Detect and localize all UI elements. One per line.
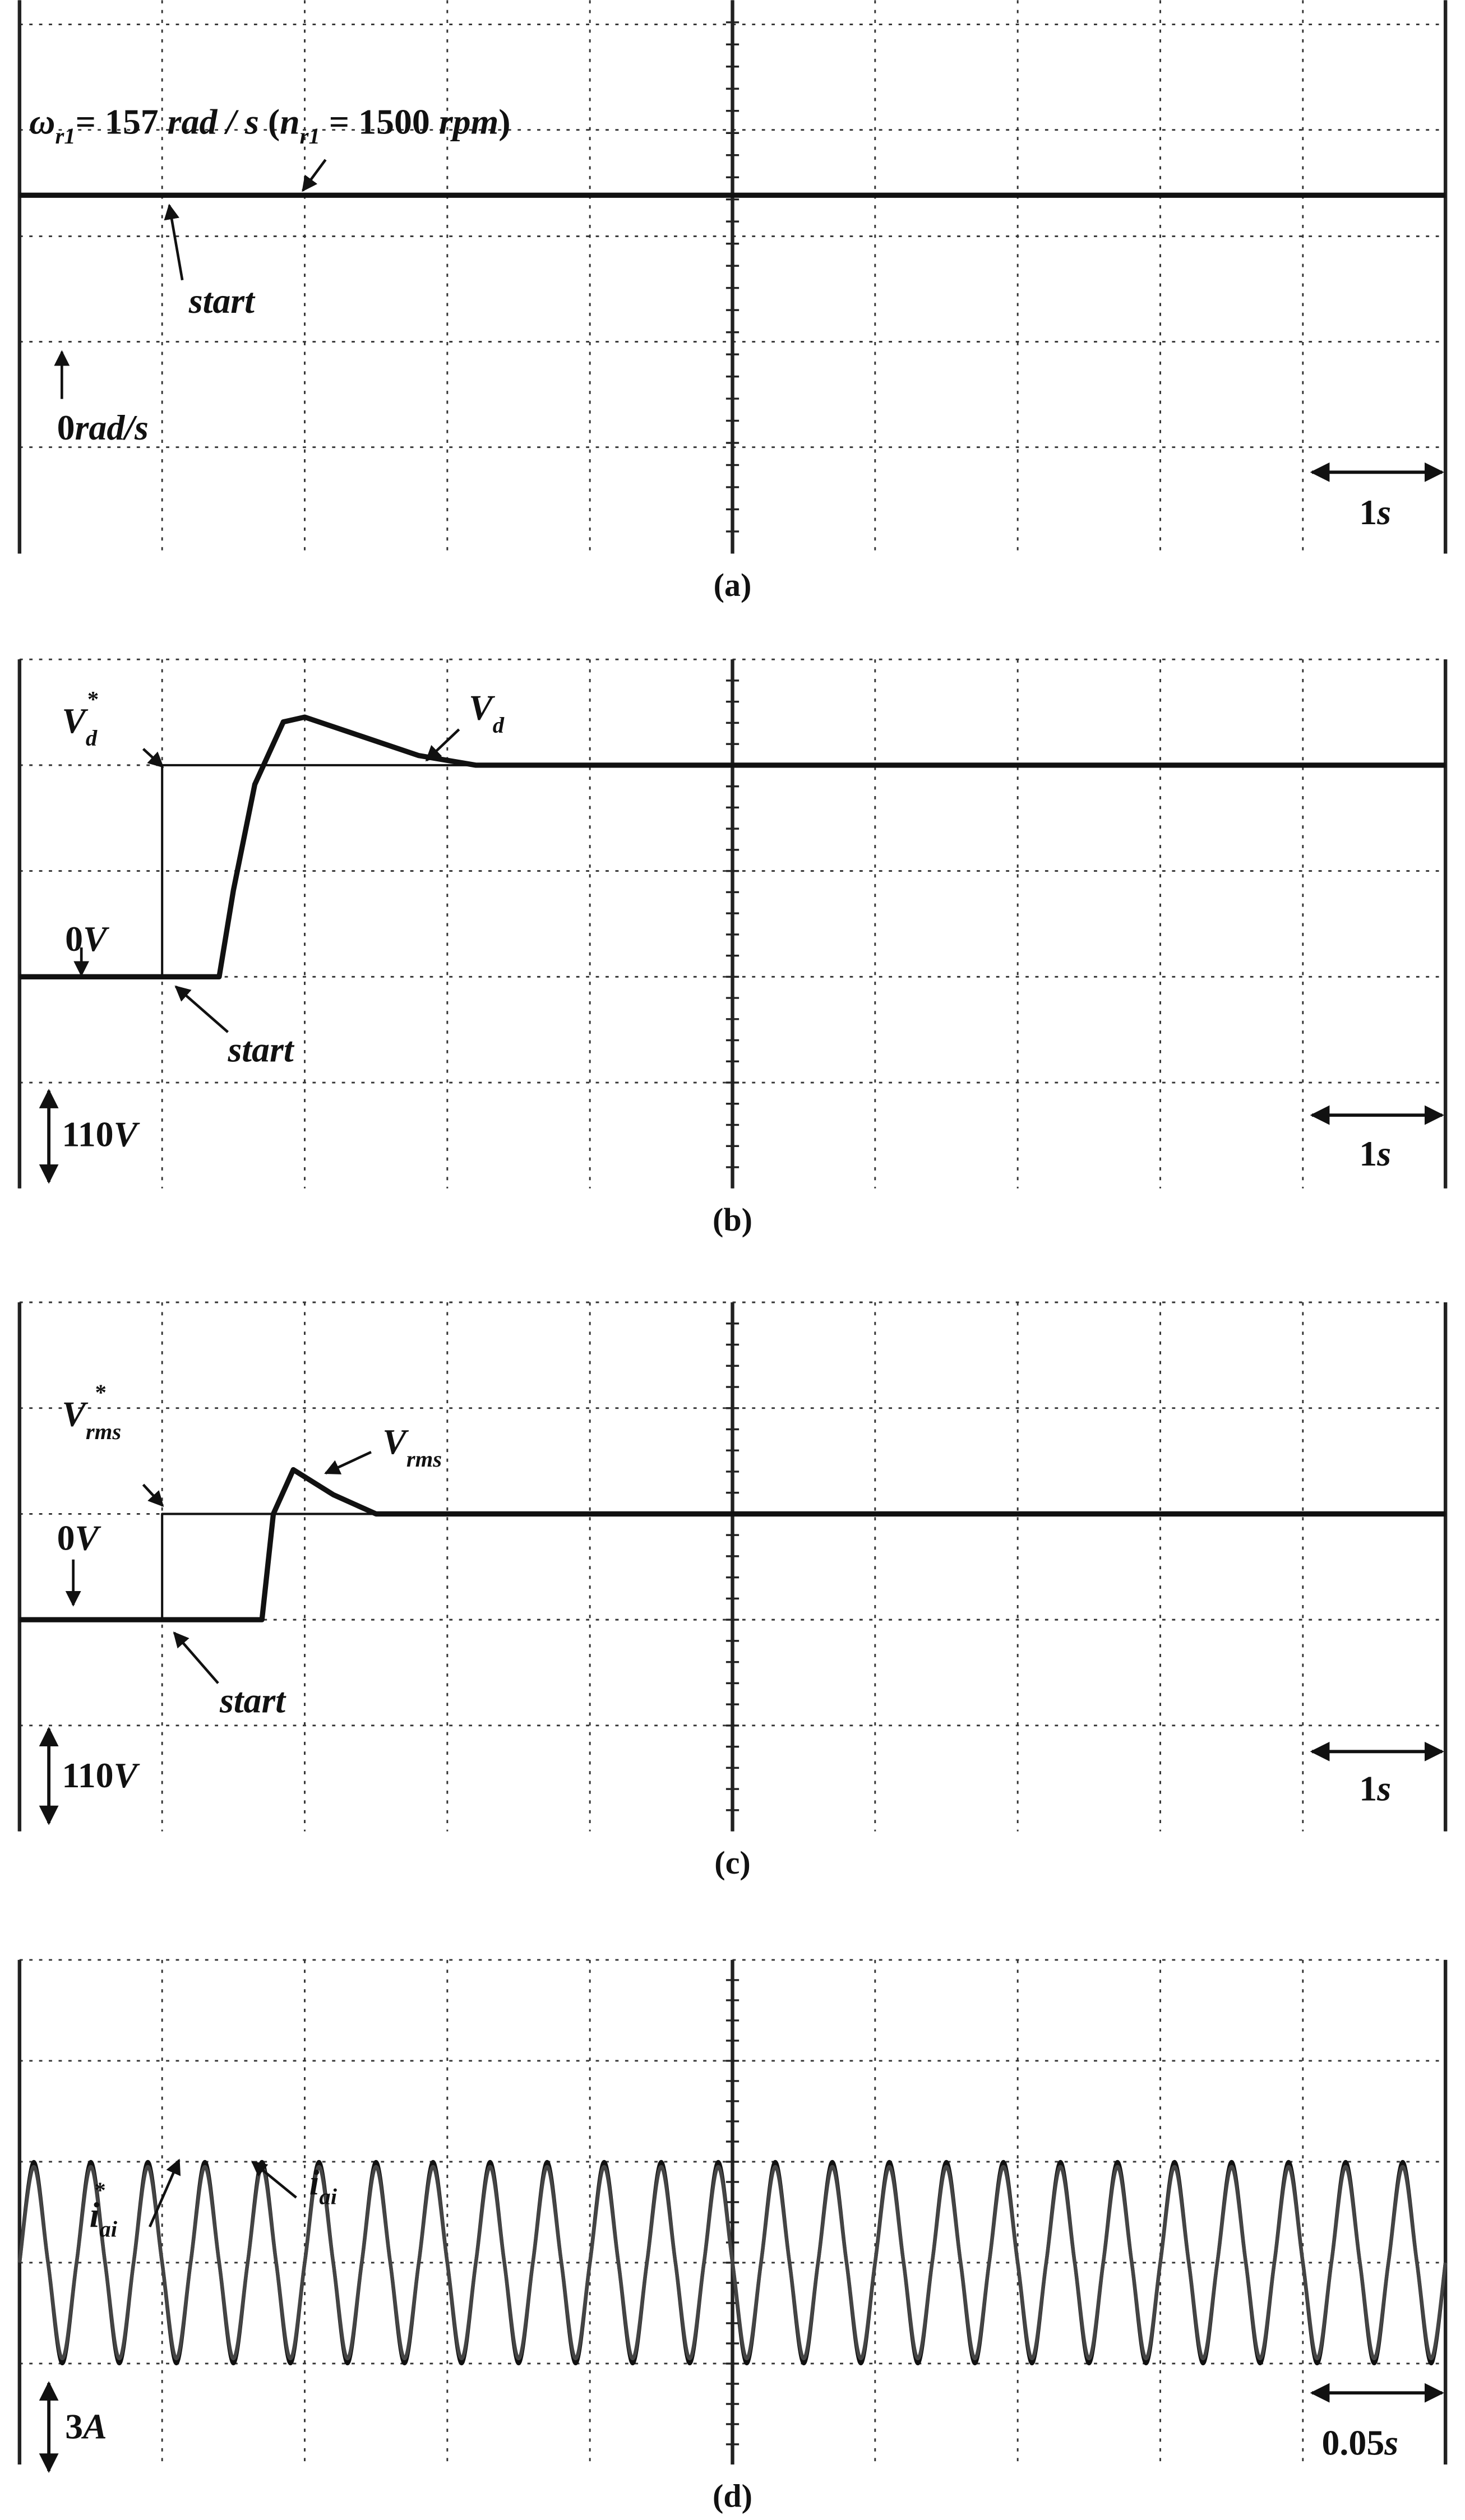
- text-part: rms: [86, 1419, 121, 1444]
- text-part: 3: [65, 2407, 83, 2447]
- text-part: V: [114, 1114, 140, 1154]
- start-label: start: [219, 1681, 286, 1721]
- text-part: rpm: [439, 101, 498, 141]
- text-part: V: [62, 1394, 88, 1434]
- ref-label: Vrms *: [62, 1380, 121, 1444]
- text-part: 0: [57, 1518, 75, 1557]
- text-part: 110: [62, 1114, 113, 1154]
- zero-label: 0V: [57, 1518, 101, 1557]
- start-label: start: [188, 281, 256, 321]
- start-label: start: [227, 1029, 294, 1069]
- text-part: 0: [65, 919, 83, 959]
- text-part: 1: [1359, 1768, 1377, 1808]
- ref-label: iai *: [90, 2177, 118, 2242]
- text-part: s: [1376, 492, 1391, 532]
- text-part: A: [81, 2407, 107, 2447]
- pointer: [324, 1450, 372, 1474]
- caption: (a): [714, 567, 752, 603]
- panel: (b): [17, 658, 1448, 1238]
- plots: (a)(b)(c)(d): [17, 0, 1448, 2514]
- text-part: 0.05: [1322, 2423, 1385, 2463]
- text-part: s: [1384, 2423, 1398, 2463]
- time-scale: 0.05s: [1322, 2423, 1399, 2463]
- text-part: rad/s: [75, 408, 149, 447]
- pointer: [174, 985, 229, 1033]
- text-part: 1: [1359, 492, 1377, 532]
- text-part: V: [62, 701, 88, 741]
- text-part: 1: [1359, 1134, 1377, 1173]
- zero-label: 0V: [65, 919, 109, 959]
- text-part: d: [493, 713, 505, 738]
- text-part: ai: [99, 2216, 117, 2241]
- time-scale: 1s: [1359, 1768, 1391, 1808]
- text-part: = 1500: [320, 101, 439, 141]
- pointer: [173, 1631, 219, 1684]
- caption: (d): [713, 2477, 752, 2514]
- panel: (d): [17, 1959, 1448, 2514]
- trace: [17, 2165, 1448, 2361]
- actual-label: Vrms: [382, 1422, 442, 1472]
- caption: (c): [714, 1844, 750, 1881]
- panel: (c): [17, 1301, 1448, 1881]
- text-part: *: [87, 686, 99, 711]
- actual-label: Vd: [469, 688, 505, 738]
- pointer: [142, 1483, 164, 1507]
- speed-label: ωr1= 157 rad / s (nr1 = 1500 rpm): [29, 101, 510, 148]
- text-part: i: [309, 2162, 320, 2202]
- text-part: rad / s: [168, 101, 268, 141]
- panel: (a): [17, 0, 1448, 603]
- time-scale: 1s: [1359, 1134, 1391, 1173]
- text-part: n: [280, 101, 300, 141]
- text-part: r1: [55, 123, 75, 149]
- volt-scale: 110V: [62, 1755, 140, 1795]
- text-part: 110: [62, 1755, 113, 1795]
- text-part: V: [83, 919, 109, 959]
- caption: (b): [713, 1201, 752, 1238]
- text-part: (: [268, 101, 280, 141]
- pointer: [148, 2158, 181, 2228]
- pointer: [302, 159, 327, 192]
- text-part: rms: [406, 1446, 442, 1472]
- actual-label: iai: [309, 2162, 338, 2209]
- text-part: = 157: [76, 101, 168, 141]
- time-scale: 1s: [1359, 492, 1391, 532]
- trace: [19, 714, 1446, 979]
- text-part: V: [75, 1518, 101, 1557]
- text-part: *: [95, 1380, 107, 1405]
- annotations-d: iai* iai 3A 0.05s: [39, 2158, 1444, 2473]
- text-part: *: [94, 2177, 105, 2203]
- pointer: [425, 728, 460, 762]
- annotations-c: Vrms* Vrms 0V start 110V 1s: [39, 1380, 1444, 1825]
- zero-label: 0rad/s: [57, 408, 149, 447]
- text-part: i: [90, 2195, 100, 2235]
- text-part: V: [382, 1422, 409, 1462]
- text-part: V: [114, 1755, 140, 1795]
- volt-scale: 110V: [62, 1114, 140, 1154]
- text-part: s: [1376, 1768, 1391, 1808]
- text-part: ω: [29, 101, 55, 141]
- pointer: [251, 2161, 297, 2199]
- text-part: V: [469, 688, 495, 728]
- text-part: ai: [319, 2184, 337, 2209]
- annotations-a: ωr1= 157 rad / s (nr1 = 1500 rpm) start …: [29, 101, 1444, 532]
- text-part: s: [1376, 1134, 1391, 1173]
- current-scale: 3A: [65, 2407, 107, 2447]
- pointer: [164, 204, 184, 281]
- text-part: ): [498, 101, 510, 141]
- annotations-b: Vd* Vd 0V start 110V 1s: [39, 686, 1444, 1184]
- trace: [19, 1467, 1446, 1622]
- ref-label: Vd *: [62, 686, 99, 751]
- text-part: d: [86, 725, 98, 751]
- pointer: [142, 748, 164, 768]
- text-part: r1: [300, 123, 320, 149]
- text-part: 0: [57, 408, 75, 447]
